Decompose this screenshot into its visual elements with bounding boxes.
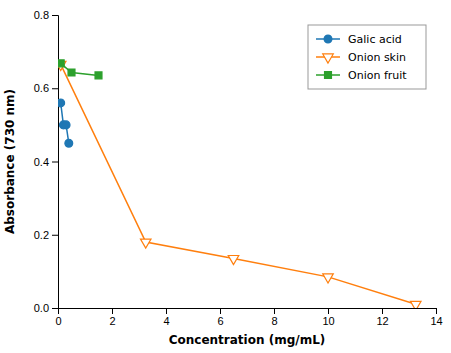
tick-mark <box>52 235 58 236</box>
point <box>228 256 239 265</box>
tick-label: 12 <box>376 315 388 327</box>
tick: 0.0 <box>34 302 58 314</box>
tick-label: 10 <box>322 315 334 327</box>
tick: 0.4 <box>34 156 58 168</box>
tick: 2 <box>109 308 115 327</box>
chart: 0 2 4 6 8 10 12 14 0.0 0.2 0.4 0.6 0.8 Concentration … <box>0 0 451 353</box>
marks <box>58 60 421 308</box>
legend-symbol <box>323 54 334 63</box>
point <box>323 274 334 283</box>
legend-item: Onion skin <box>316 51 406 64</box>
tick: 0.2 <box>34 229 58 241</box>
legend-item: Onion fruit <box>316 69 407 82</box>
tick: 0.6 <box>34 82 58 94</box>
legend-symbol <box>324 35 332 43</box>
tick-label: 0.6 <box>34 82 49 94</box>
legend-frame <box>308 25 426 89</box>
tick-label: 0 <box>55 315 61 327</box>
tick: 10 <box>322 308 334 327</box>
tick: 8 <box>271 308 277 327</box>
x-axis-title: Concentration (mg/mL) <box>169 333 326 347</box>
legend-label: Onion skin <box>348 51 406 64</box>
tick-mark <box>328 308 329 314</box>
tick-label: 0.0 <box>34 302 49 314</box>
tick-mark <box>220 308 221 314</box>
y-axis: 0.0 0.2 0.4 0.6 0.8 <box>34 9 59 314</box>
axis-domain <box>52 16 59 309</box>
tick-label: 0.8 <box>34 9 49 21</box>
tick-mark <box>52 162 58 163</box>
tick-mark <box>112 308 113 314</box>
tick-label: 4 <box>163 315 169 327</box>
y-axis-title: Absorbance (730 nm) <box>3 89 17 234</box>
tick-mark <box>52 15 58 16</box>
series-line <box>61 64 416 304</box>
tick: 0 <box>55 308 61 327</box>
tick: 4 <box>163 308 169 327</box>
point <box>58 60 64 67</box>
point <box>410 301 421 308</box>
tick-label: 2 <box>109 315 115 327</box>
tick: 6 <box>217 308 223 327</box>
legend: Galic acid Onion skin Onion fruit <box>308 25 426 89</box>
point <box>68 69 75 76</box>
legend-label: Galic acid <box>348 33 402 46</box>
tick-label: 0.2 <box>34 229 49 241</box>
tick-mark <box>52 308 58 309</box>
point <box>58 99 65 107</box>
tick-label: 8 <box>271 315 277 327</box>
point <box>65 139 73 147</box>
tick-label: 6 <box>217 315 223 327</box>
tick: 12 <box>376 308 388 327</box>
tick-label: 0.4 <box>34 156 49 168</box>
legend-item: Galic acid <box>316 33 402 46</box>
x-axis: 0 2 4 6 8 10 12 14 <box>55 308 442 327</box>
tick-mark <box>382 308 383 314</box>
tick-mark <box>436 308 437 314</box>
tick-mark <box>52 88 58 89</box>
series-line <box>61 63 99 75</box>
tick: 14 <box>430 308 442 327</box>
point <box>95 72 102 79</box>
tick-mark <box>274 308 275 314</box>
plot: 0 2 4 6 8 10 12 14 0.0 0.2 0.4 0.6 0.8 Concentration … <box>3 9 443 347</box>
point <box>140 239 151 248</box>
point <box>62 121 70 129</box>
tick-mark <box>166 308 167 314</box>
legend-symbol <box>325 72 332 79</box>
tick-label: 14 <box>430 315 442 327</box>
axis-domain <box>59 309 437 315</box>
tick: 0.8 <box>34 9 58 21</box>
legend-label: Onion fruit <box>348 69 407 82</box>
